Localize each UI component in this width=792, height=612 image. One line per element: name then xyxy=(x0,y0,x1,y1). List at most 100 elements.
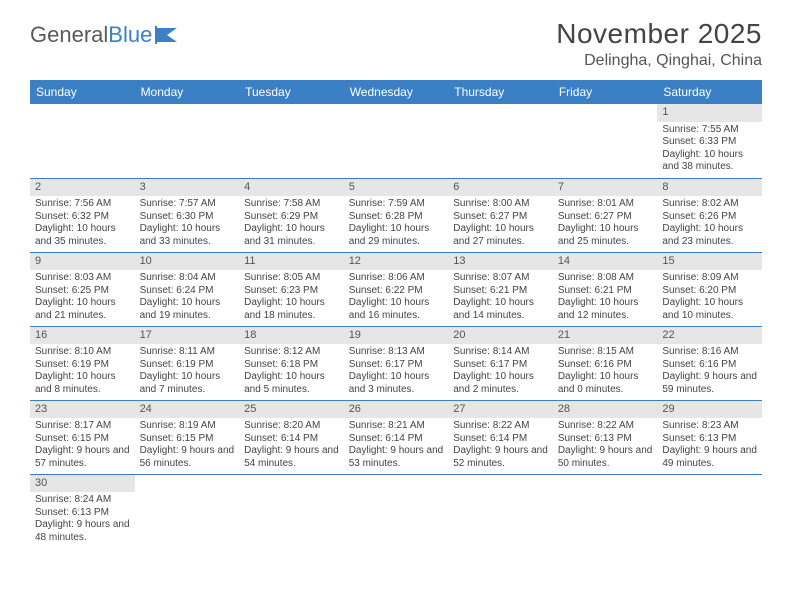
daylight-text: Daylight: 9 hours and 56 minutes. xyxy=(140,445,235,470)
calendar-day-cell: 24Sunrise: 8:19 AMSunset: 6:15 PMDayligh… xyxy=(135,400,240,474)
day-number: 30 xyxy=(30,475,135,493)
sunset-text: Sunset: 6:21 PM xyxy=(558,285,653,298)
day-number: 10 xyxy=(135,253,240,271)
daylight-text: Daylight: 10 hours and 25 minutes. xyxy=(558,223,653,248)
sunset-text: Sunset: 6:24 PM xyxy=(140,285,235,298)
daylight-text: Daylight: 10 hours and 21 minutes. xyxy=(35,297,130,322)
calendar-day-cell: 21Sunrise: 8:15 AMSunset: 6:16 PMDayligh… xyxy=(553,326,658,400)
logo-text-a: General xyxy=(30,22,108,48)
sunrise-text: Sunrise: 8:20 AM xyxy=(244,420,339,433)
sunset-text: Sunset: 6:33 PM xyxy=(662,136,757,149)
day-number: 7 xyxy=(553,179,658,197)
sunrise-text: Sunrise: 8:05 AM xyxy=(244,272,339,285)
day-body: Sunrise: 8:15 AMSunset: 6:16 PMDaylight:… xyxy=(553,344,658,399)
calendar-day-cell: 28Sunrise: 8:22 AMSunset: 6:13 PMDayligh… xyxy=(553,400,658,474)
daylight-text: Daylight: 9 hours and 49 minutes. xyxy=(662,445,757,470)
calendar-day-cell: 8Sunrise: 8:02 AMSunset: 6:26 PMDaylight… xyxy=(657,178,762,252)
daylight-text: Daylight: 9 hours and 57 minutes. xyxy=(35,445,130,470)
weekday-header: Thursday xyxy=(448,80,553,104)
day-number: 22 xyxy=(657,327,762,345)
calendar-day-cell: 17Sunrise: 8:11 AMSunset: 6:19 PMDayligh… xyxy=(135,326,240,400)
day-number: 13 xyxy=(448,253,553,271)
day-number: 9 xyxy=(30,253,135,271)
sunset-text: Sunset: 6:17 PM xyxy=(349,359,444,372)
sunrise-text: Sunrise: 8:19 AM xyxy=(140,420,235,433)
weekday-header: Tuesday xyxy=(239,80,344,104)
calendar-week-row: 23Sunrise: 8:17 AMSunset: 6:15 PMDayligh… xyxy=(30,400,762,474)
day-number: 3 xyxy=(135,179,240,197)
title-block: November 2025 Delingha, Qinghai, China xyxy=(556,18,762,70)
sunrise-text: Sunrise: 7:56 AM xyxy=(35,198,130,211)
day-number: 16 xyxy=(30,327,135,345)
day-number: 23 xyxy=(30,401,135,419)
daylight-text: Daylight: 9 hours and 50 minutes. xyxy=(558,445,653,470)
calendar-day-cell xyxy=(553,104,658,178)
sunset-text: Sunset: 6:17 PM xyxy=(453,359,548,372)
day-body: Sunrise: 8:22 AMSunset: 6:13 PMDaylight:… xyxy=(553,418,658,473)
daylight-text: Daylight: 9 hours and 54 minutes. xyxy=(244,445,339,470)
day-body: Sunrise: 7:59 AMSunset: 6:28 PMDaylight:… xyxy=(344,196,449,251)
sunset-text: Sunset: 6:19 PM xyxy=(140,359,235,372)
sunrise-text: Sunrise: 8:23 AM xyxy=(662,420,757,433)
day-number: 14 xyxy=(553,253,658,271)
calendar-day-cell: 25Sunrise: 8:20 AMSunset: 6:14 PMDayligh… xyxy=(239,400,344,474)
sunrise-text: Sunrise: 8:10 AM xyxy=(35,346,130,359)
day-body: Sunrise: 7:58 AMSunset: 6:29 PMDaylight:… xyxy=(239,196,344,251)
day-body: Sunrise: 8:02 AMSunset: 6:26 PMDaylight:… xyxy=(657,196,762,251)
day-number: 29 xyxy=(657,401,762,419)
day-number: 27 xyxy=(448,401,553,419)
day-body: Sunrise: 8:07 AMSunset: 6:21 PMDaylight:… xyxy=(448,270,553,325)
day-body: Sunrise: 8:16 AMSunset: 6:16 PMDaylight:… xyxy=(657,344,762,399)
calendar-day-cell: 23Sunrise: 8:17 AMSunset: 6:15 PMDayligh… xyxy=(30,400,135,474)
sunset-text: Sunset: 6:13 PM xyxy=(558,433,653,446)
sunset-text: Sunset: 6:22 PM xyxy=(349,285,444,298)
daylight-text: Daylight: 10 hours and 27 minutes. xyxy=(453,223,548,248)
sunset-text: Sunset: 6:27 PM xyxy=(453,211,548,224)
day-number: 11 xyxy=(239,253,344,271)
sunrise-text: Sunrise: 8:22 AM xyxy=(453,420,548,433)
daylight-text: Daylight: 10 hours and 29 minutes. xyxy=(349,223,444,248)
calendar-day-cell: 5Sunrise: 7:59 AMSunset: 6:28 PMDaylight… xyxy=(344,178,449,252)
daylight-text: Daylight: 9 hours and 53 minutes. xyxy=(349,445,444,470)
calendar-day-cell xyxy=(657,474,762,548)
calendar-day-cell xyxy=(553,474,658,548)
calendar-day-cell xyxy=(344,104,449,178)
calendar-day-cell: 27Sunrise: 8:22 AMSunset: 6:14 PMDayligh… xyxy=(448,400,553,474)
sunrise-text: Sunrise: 8:04 AM xyxy=(140,272,235,285)
calendar-day-cell xyxy=(135,104,240,178)
daylight-text: Daylight: 10 hours and 31 minutes. xyxy=(244,223,339,248)
calendar-week-row: 30Sunrise: 8:24 AMSunset: 6:13 PMDayligh… xyxy=(30,474,762,548)
calendar-day-cell: 14Sunrise: 8:08 AMSunset: 6:21 PMDayligh… xyxy=(553,252,658,326)
calendar-day-cell: 19Sunrise: 8:13 AMSunset: 6:17 PMDayligh… xyxy=(344,326,449,400)
day-body: Sunrise: 7:55 AMSunset: 6:33 PMDaylight:… xyxy=(657,122,762,177)
calendar-day-cell xyxy=(239,474,344,548)
sunset-text: Sunset: 6:13 PM xyxy=(35,507,130,520)
calendar-day-cell xyxy=(135,474,240,548)
day-number: 6 xyxy=(448,179,553,197)
day-body: Sunrise: 8:08 AMSunset: 6:21 PMDaylight:… xyxy=(553,270,658,325)
sunrise-text: Sunrise: 8:12 AM xyxy=(244,346,339,359)
day-number: 4 xyxy=(239,179,344,197)
sunrise-text: Sunrise: 8:17 AM xyxy=(35,420,130,433)
sunset-text: Sunset: 6:13 PM xyxy=(662,433,757,446)
calendar-day-cell: 6Sunrise: 8:00 AMSunset: 6:27 PMDaylight… xyxy=(448,178,553,252)
day-body: Sunrise: 7:57 AMSunset: 6:30 PMDaylight:… xyxy=(135,196,240,251)
calendar-day-cell: 18Sunrise: 8:12 AMSunset: 6:18 PMDayligh… xyxy=(239,326,344,400)
calendar-table: Sunday Monday Tuesday Wednesday Thursday… xyxy=(30,80,762,548)
daylight-text: Daylight: 10 hours and 38 minutes. xyxy=(662,149,757,174)
sunrise-text: Sunrise: 8:03 AM xyxy=(35,272,130,285)
calendar-day-cell: 15Sunrise: 8:09 AMSunset: 6:20 PMDayligh… xyxy=(657,252,762,326)
day-body: Sunrise: 8:09 AMSunset: 6:20 PMDaylight:… xyxy=(657,270,762,325)
day-body: Sunrise: 8:13 AMSunset: 6:17 PMDaylight:… xyxy=(344,344,449,399)
weekday-header: Monday xyxy=(135,80,240,104)
day-number: 19 xyxy=(344,327,449,345)
calendar-day-cell: 12Sunrise: 8:06 AMSunset: 6:22 PMDayligh… xyxy=(344,252,449,326)
logo-text-b: Blue xyxy=(108,22,152,48)
calendar-week-row: 16Sunrise: 8:10 AMSunset: 6:19 PMDayligh… xyxy=(30,326,762,400)
sunrise-text: Sunrise: 7:59 AM xyxy=(349,198,444,211)
day-number: 21 xyxy=(553,327,658,345)
sunset-text: Sunset: 6:14 PM xyxy=(349,433,444,446)
day-body: Sunrise: 8:23 AMSunset: 6:13 PMDaylight:… xyxy=(657,418,762,473)
sunrise-text: Sunrise: 8:16 AM xyxy=(662,346,757,359)
calendar-week-row: 1Sunrise: 7:55 AMSunset: 6:33 PMDaylight… xyxy=(30,104,762,178)
